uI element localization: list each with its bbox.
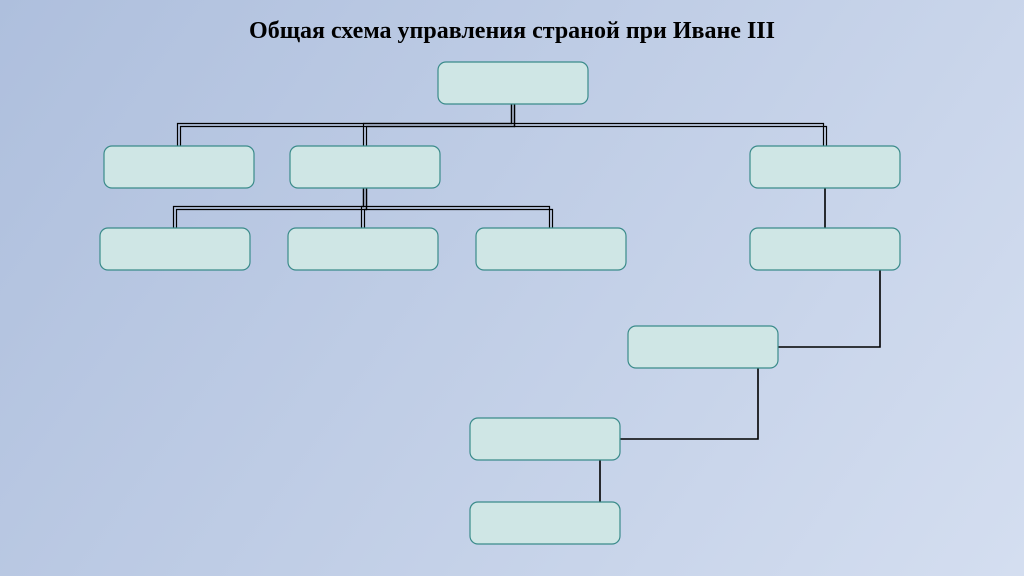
org-chart-node — [288, 228, 438, 270]
org-chart-edge — [620, 368, 758, 439]
org-chart-node — [750, 146, 900, 188]
org-chart-edge — [367, 188, 553, 228]
org-chart-node — [438, 62, 588, 104]
org-chart-edge — [515, 104, 827, 146]
org-chart-node — [476, 228, 626, 270]
org-chart-edge — [512, 104, 824, 146]
org-chart-edge — [177, 188, 367, 228]
org-chart — [0, 0, 1024, 576]
org-chart-edge — [367, 104, 515, 146]
org-chart-edge — [181, 104, 515, 146]
org-chart-edge — [364, 188, 550, 228]
org-chart-node — [470, 502, 620, 544]
slide-title: Общая схема управления страной при Иване… — [0, 18, 1024, 45]
org-chart-node — [470, 418, 620, 460]
org-chart-edge — [178, 104, 512, 146]
org-chart-node — [104, 146, 254, 188]
org-chart-node — [750, 228, 900, 270]
org-chart-edge — [778, 270, 880, 347]
org-chart-node — [100, 228, 250, 270]
org-chart-node — [628, 326, 778, 368]
org-chart-node — [290, 146, 440, 188]
org-chart-edge — [364, 104, 512, 146]
org-chart-edge — [174, 188, 364, 228]
